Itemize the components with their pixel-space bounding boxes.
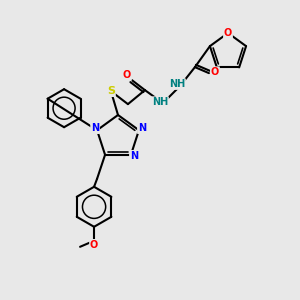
- Text: NH: NH: [152, 97, 168, 107]
- Text: S: S: [107, 86, 115, 96]
- Text: N: N: [130, 151, 138, 161]
- Text: O: O: [123, 70, 131, 80]
- Text: O: O: [90, 240, 98, 250]
- Text: O: O: [224, 28, 232, 38]
- Text: NH: NH: [169, 79, 185, 89]
- Text: N: N: [91, 123, 99, 133]
- Text: O: O: [211, 67, 219, 77]
- Text: N: N: [138, 123, 146, 133]
